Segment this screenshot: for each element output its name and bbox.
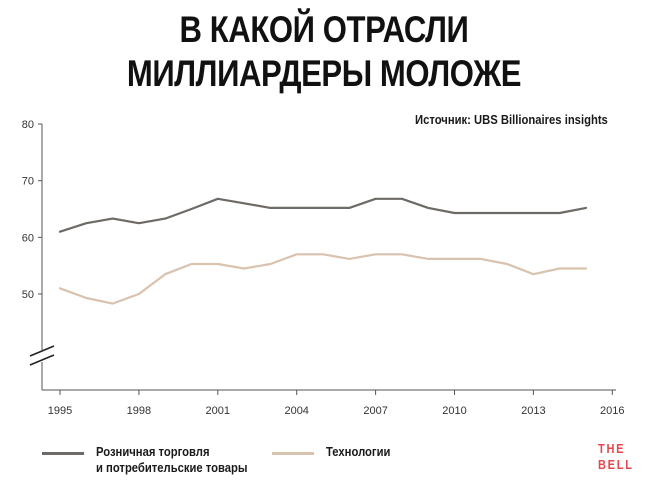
logo-line-1: THE [598,441,626,456]
the-bell-logo: THE BELL [598,441,634,473]
x-tick-label: 2004 [284,405,308,417]
legend-swatch-retail [42,452,84,455]
series-line-retail [58,197,588,233]
y-tick-label: 60 [22,232,34,244]
x-tick-label: 2007 [363,405,387,417]
axis-break-mark-lower [29,354,55,366]
y-tick-label: 50 [22,289,34,301]
x-tick-label: 2010 [442,405,466,417]
legend-label-retail: Розничная торговля и потребительские тов… [96,444,248,476]
legend-item-tech: Технологии [272,444,398,460]
x-tick-label: 2001 [206,405,230,417]
source-note: Источник: UBS Billionaires insights [415,113,608,127]
x-tick-label: 2013 [521,405,545,417]
x-tick-label: 2016 [600,405,624,417]
y-tick-label: 70 [22,176,34,188]
logo-line-2: BELL [598,457,634,472]
title-line-2: МИЛЛИАРДЕРЫ МОЛОЖЕ [126,53,522,94]
legend-label-tech: Технологии [326,444,390,460]
x-tick-label: 1998 [127,405,151,417]
legend-item-retail: Розничная торговля и потребительские тов… [42,444,264,476]
legend-swatch-tech [272,452,314,455]
y-tick-label: 80 [22,119,34,131]
legend-label-retail-text: Розничная торговля и потребительские тов… [96,445,248,475]
legend-label-tech-text: Технологии [326,445,391,459]
chart-title: В КАКОЙ ОТРАСЛИ МИЛЛИАРДЕРЫ МОЛОЖЕ [52,8,596,96]
x-tick-label: 1995 [48,405,72,417]
series-line-tech [58,253,588,305]
title-line-1: В КАКОЙ ОТРАСЛИ [179,9,469,50]
axis-break-mark-upper [29,345,55,357]
